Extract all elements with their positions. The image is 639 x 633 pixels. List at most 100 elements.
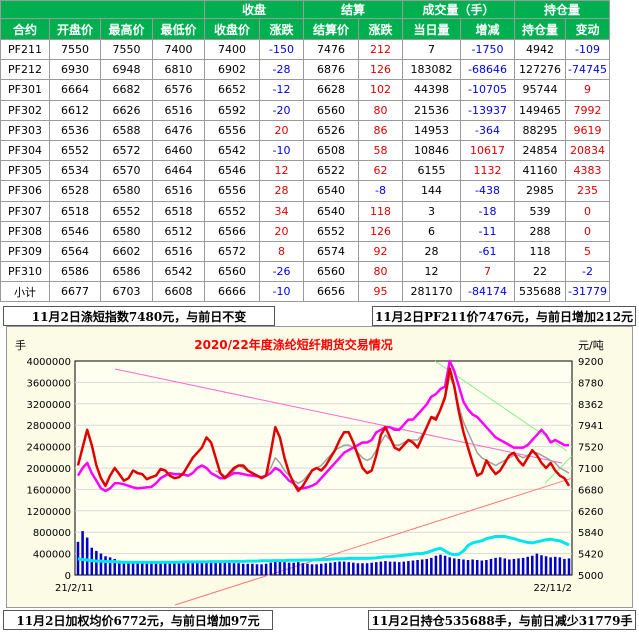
- table-cell: 6572: [100, 139, 153, 162]
- x-start-label: 21/2/11: [55, 583, 94, 594]
- left-axis-unit: 手: [15, 338, 26, 352]
- table-cell: PF212: [0, 59, 50, 81]
- table-cell: 6580: [100, 180, 153, 202]
- table-cell: 小计: [0, 281, 50, 303]
- table-cell: 58: [358, 139, 403, 162]
- volume-bar: [292, 562, 295, 575]
- table-cell: 6608: [152, 281, 205, 303]
- left-tick-label: 2800000: [26, 421, 71, 432]
- volume-bar: [140, 562, 144, 575]
- table-cell: -28: [259, 59, 304, 81]
- volume-bar: [218, 562, 222, 575]
- table-cell: 6560: [303, 261, 359, 283]
- table-cell: PF310: [0, 261, 50, 283]
- index-price-line: [76, 359, 569, 493]
- table-cell: 118: [514, 240, 566, 263]
- left-tick-label: 400000: [33, 550, 71, 561]
- table-cell: 6516: [152, 240, 205, 263]
- volume-bar: [209, 561, 213, 575]
- table-row: PF308 6546 6580 6512 6566 20 6552 126 6 -11 288 0: [0, 220, 610, 242]
- table-cell: -10705: [460, 79, 515, 101]
- right-tick-label: 8362: [578, 400, 603, 411]
- volume-bar: [563, 558, 566, 575]
- table-row: PF309 6564 6602 6516 6572 8 6574 92 28 -61 118 5: [0, 240, 610, 263]
- volume-bar: [278, 560, 282, 575]
- table-cell: 6570: [100, 160, 153, 182]
- table-cell: PF309: [0, 240, 50, 263]
- table-cell: 0: [565, 200, 610, 222]
- table-cell: 22: [514, 261, 566, 283]
- table-row: 小计 6677 6703 6608 6666 -10 6656 95 281170 -84174 5…: [0, 281, 610, 303]
- table-cell: 6566: [204, 220, 260, 242]
- volume-bar: [76, 541, 80, 575]
- table-cell: PF211: [0, 38, 50, 61]
- table-cell: -31779: [565, 281, 610, 303]
- volume-bar: [186, 563, 190, 575]
- volume-bar: [154, 562, 158, 575]
- table-cell: 281170: [402, 281, 461, 303]
- table-cell: 6588: [100, 119, 153, 141]
- table-cell: 6540: [303, 180, 359, 202]
- volume-bar: [310, 564, 314, 575]
- column-header: 最高价: [100, 18, 153, 40]
- left-tick-label: 1600000: [26, 485, 71, 496]
- volume-bar: [471, 559, 474, 575]
- volume-bar: [535, 553, 539, 575]
- table-cell: 6666: [204, 281, 260, 303]
- table-cell: 6580: [100, 220, 153, 242]
- table-cell: 2985: [514, 180, 566, 202]
- volume-bar: [434, 555, 438, 575]
- caption-pf211-price: 11月2日PF211价7476元，与前日增加212元: [372, 306, 636, 326]
- table-row: PF305 6534 6570 6464 6546 12 6522 62 6155 1132 411…: [0, 160, 610, 182]
- volume-bar: [205, 561, 208, 575]
- volume-bar: [388, 561, 392, 575]
- table-cell: 4942: [514, 38, 566, 61]
- table-cell: -438: [460, 180, 515, 202]
- table-cell: 1132: [460, 160, 515, 182]
- volume-bar: [223, 562, 227, 575]
- left-tick-label: 3200000: [26, 400, 71, 411]
- volume-bar: [448, 557, 451, 575]
- table-cell: 6602: [100, 240, 153, 263]
- volume-bar: [260, 564, 263, 575]
- x-end-label: 22/11/2: [533, 583, 572, 594]
- open-interest-line: [77, 535, 570, 564]
- right-tick-label: 6680: [578, 485, 603, 496]
- table-cell: -109: [565, 38, 610, 61]
- table-cell: 6546: [49, 220, 101, 242]
- table-cell: -61: [460, 240, 515, 263]
- trend-line: [174, 477, 573, 606]
- table-cell: 6574: [303, 240, 359, 263]
- table-cell: 88295: [514, 119, 566, 141]
- volume-bar: [159, 562, 162, 575]
- table-cell: 3: [402, 200, 461, 222]
- volume-bar: [526, 556, 529, 575]
- volume-bar: [118, 560, 121, 575]
- volume-bar: [342, 561, 346, 575]
- table-row: PF306 6528 6580 6516 6556 28 6540 -8 144 -438 2985…: [0, 180, 610, 202]
- volume-bar: [122, 561, 126, 575]
- table-cell: PF305: [0, 160, 50, 182]
- table-cell: -10: [259, 139, 304, 162]
- table-cell: 6526: [303, 119, 359, 141]
- table-cell: 92: [358, 240, 403, 263]
- table-cell: -12: [259, 79, 304, 101]
- table-cell: PF306: [0, 180, 50, 202]
- table-cell: 6516: [152, 180, 205, 202]
- volume-bar: [306, 563, 309, 575]
- table-cell: 6534: [49, 160, 101, 182]
- volume-bar: [498, 557, 502, 575]
- volume-bar: [517, 558, 520, 575]
- trend-line: [544, 455, 573, 484]
- table-cell: 235: [565, 180, 610, 202]
- volume-bar: [462, 559, 465, 575]
- right-tick-label: 9200: [578, 357, 603, 368]
- volume-bar: [269, 562, 272, 575]
- table-cell: 44398: [402, 79, 461, 101]
- volume-bar: [352, 562, 355, 575]
- volume-bar: [95, 550, 98, 575]
- table-cell: 12: [402, 261, 461, 283]
- table-cell: 7: [460, 261, 515, 283]
- volume-bar: [319, 563, 323, 575]
- column-header: 最低价: [152, 18, 205, 40]
